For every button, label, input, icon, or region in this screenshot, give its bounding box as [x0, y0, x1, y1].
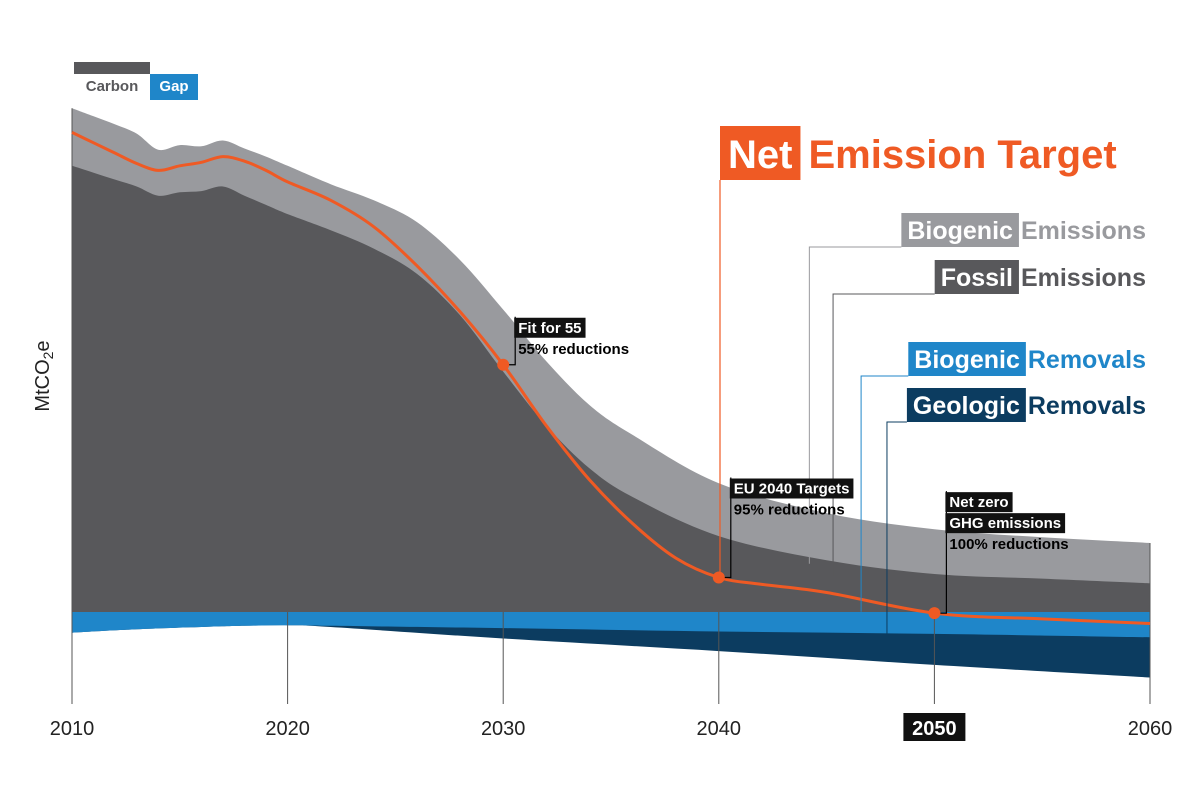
legend-rest: Emissions — [1021, 217, 1146, 245]
brand-logo-word-gap: Gap — [150, 74, 198, 100]
milestone-text: 100% reductions — [949, 536, 1068, 553]
legend-item-geologic-removals: Removals Geologic — [906, 388, 1146, 422]
milestone-text: EU 2040 Targets — [734, 481, 850, 498]
title-rest: Emission Target — [808, 133, 1116, 177]
legend-highlight-box — [906, 388, 1026, 422]
x-tick-label: 2050 — [912, 718, 957, 740]
legend-highlight-box — [908, 342, 1026, 376]
chart-legend: Emissions Biogenic Emissions Fossil Removals… — [901, 213, 1146, 422]
milestone-marker — [497, 358, 510, 371]
milestone-2040: EU 2040 Targets 95% reductions — [712, 477, 854, 584]
legend-highlight-box — [901, 213, 1019, 247]
milestone-2030: Fit for 55 55% reductions — [497, 316, 629, 371]
milestone-label-box — [945, 513, 1066, 534]
x-tick-label: 2060 — [1128, 718, 1173, 740]
x-tick-2030: 2030 — [481, 718, 526, 740]
x-tick-highlight-box — [903, 713, 966, 741]
milestone-text: 95% reductions — [734, 502, 845, 519]
legend-rest: Removals — [1028, 392, 1146, 420]
milestone-label-box — [729, 478, 854, 499]
brand-logo: Carbon Gap — [74, 62, 198, 100]
y-axis-label-tail: e — [32, 340, 54, 351]
net-emissions-line — [71, 131, 1151, 625]
x-tick-2020: 2020 — [265, 718, 310, 740]
chart-x-ticks: 2010 2020 2030 2040 2050 2060 — [50, 713, 1173, 741]
chart-areas — [72, 108, 1150, 678]
y-axis-label: MtCO2e — [32, 340, 56, 411]
milestone-label-box — [514, 317, 586, 338]
milestone-marker — [928, 607, 941, 620]
milestone-marker — [712, 571, 725, 584]
chart-annotations: Fit for 55 55% reductions EU 2040 Targets 9… — [497, 316, 1069, 620]
y-axis-label-sub: 2 — [40, 351, 56, 359]
x-tick-label: 2040 — [697, 718, 742, 740]
legend-leader — [886, 421, 907, 635]
milestone-text: Net zero — [949, 494, 1008, 511]
y-axis-label-main: MtCO — [32, 359, 54, 411]
x-tick-label: 2010 — [50, 718, 95, 740]
brand-logo-bar — [74, 62, 150, 74]
x-tick-label: 2030 — [481, 718, 526, 740]
legend-item-biogenic-removals: Removals Biogenic — [908, 342, 1146, 376]
legend-highlight: Geologic — [913, 392, 1020, 420]
chart-title: Net Emission Target — [720, 126, 1117, 180]
x-tick-2010: 2010 — [50, 718, 95, 740]
milestone-text: GHG emissions — [949, 515, 1061, 532]
legend-rest: Removals — [1028, 346, 1146, 374]
legend-leader — [860, 375, 909, 612]
legend-rest: Emissions — [1021, 264, 1146, 292]
milestone-text: Fit for 55 — [518, 320, 581, 337]
legend-leader — [808, 246, 902, 564]
x-tick-2060: 2060 — [1128, 718, 1173, 740]
legend-highlight: Biogenic — [914, 346, 1020, 374]
title-highlight-box — [720, 126, 801, 180]
legend-item-biogenic-emissions: Emissions Biogenic — [901, 213, 1146, 247]
title-highlight: Net — [728, 133, 792, 177]
legend-highlight: Fossil — [941, 264, 1013, 292]
milestone-2050: Net zero GHG emissions 100% reductions — [928, 491, 1069, 620]
x-tick-2050: 2050 — [903, 713, 966, 741]
legend-highlight-box — [934, 260, 1019, 294]
chart-net-line — [71, 131, 1151, 625]
x-tick-2040: 2040 — [697, 718, 742, 740]
legend-item-fossil-emissions: Emissions Fossil — [934, 260, 1146, 294]
area-fossil-emissions — [72, 165, 1150, 613]
milestone-label-box — [945, 492, 1013, 513]
legend-highlight: Biogenic — [907, 217, 1013, 245]
area-biogenic-removals — [72, 612, 1150, 638]
milestone-text: 55% reductions — [518, 341, 629, 358]
x-tick-label: 2020 — [265, 718, 310, 740]
brand-logo-word-carbon: Carbon — [74, 74, 150, 100]
